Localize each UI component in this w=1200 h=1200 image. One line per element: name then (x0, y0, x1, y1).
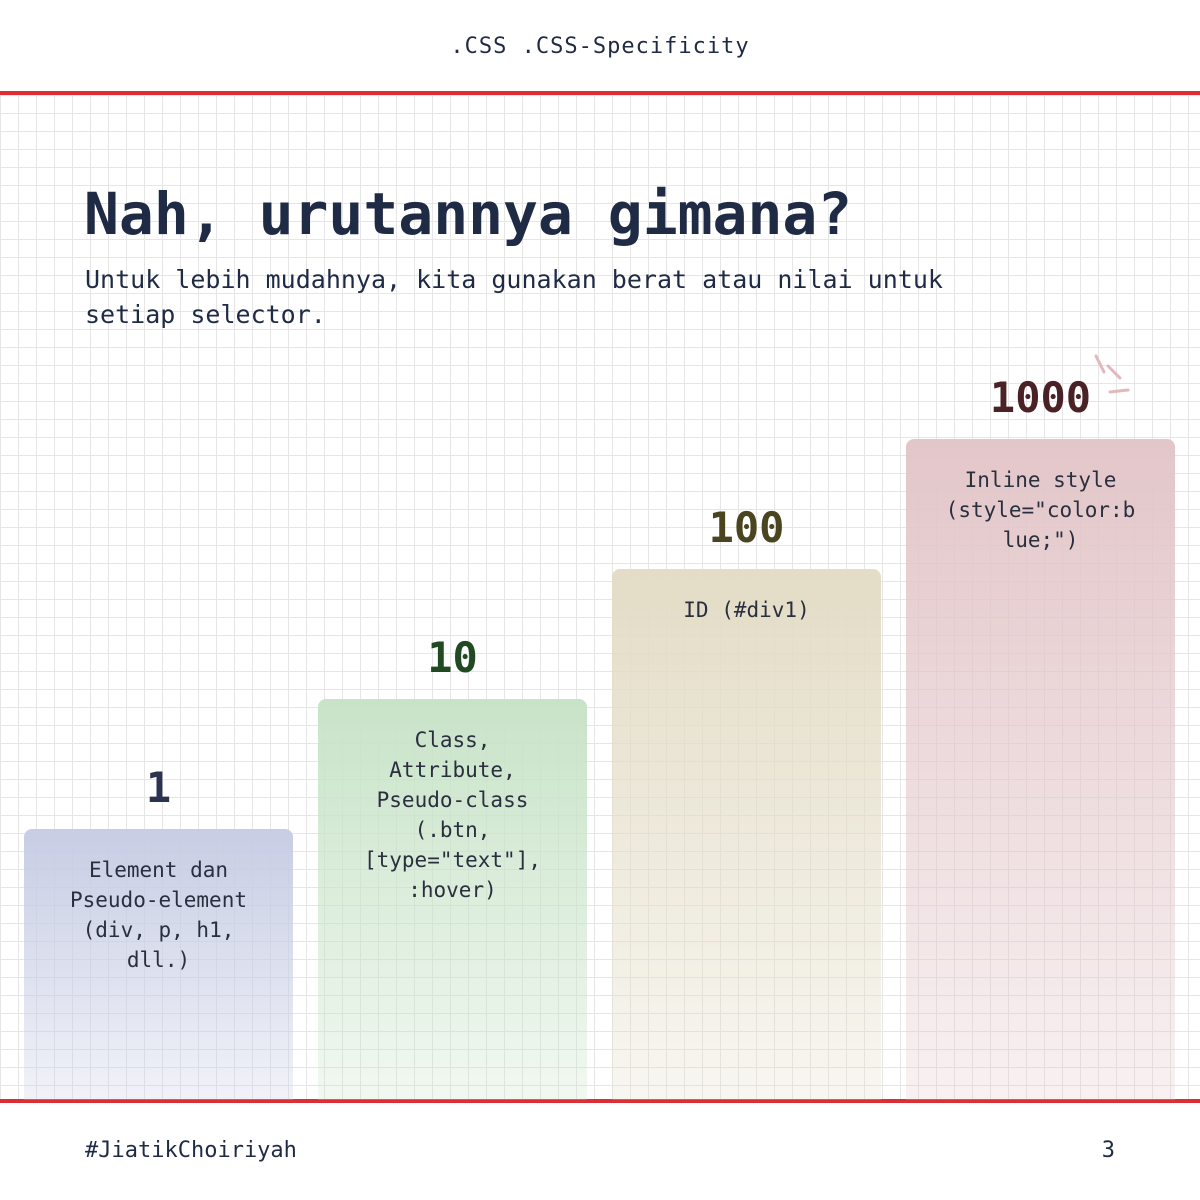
step-label: Element dan Pseudo-element (div, p, h1, … (69, 858, 247, 972)
title: Nah, urutannya gimana? (84, 180, 853, 248)
step-bar: ID (#div1) (612, 569, 881, 1100)
subtitle: Untuk lebih mudahnya, kita gunakan berat… (85, 265, 943, 329)
step-value: 1 (145, 763, 172, 812)
step-value: 100 (708, 503, 785, 552)
step-label: Inline style (style="color:b lue;") (945, 468, 1136, 552)
bottom-rule (0, 1099, 1200, 1103)
step-label: Class, Attribute, Pseudo-class (.btn, [t… (363, 728, 541, 902)
top-rule (0, 91, 1200, 95)
step-bar: Class, Attribute, Pseudo-class (.btn, [t… (318, 699, 587, 1100)
step-bar: Element dan Pseudo-element (div, p, h1, … (24, 829, 293, 1100)
step-value: 10 (427, 633, 478, 682)
step-bar: Inline style (style="color:b lue;") (906, 439, 1175, 1100)
header: .CSS .CSS-Specificity (450, 34, 750, 59)
step-label: ID (#div1) (683, 598, 810, 622)
page-number: 3 (1101, 1138, 1115, 1163)
footer-author: #JiatikChoiriyah (85, 1138, 297, 1163)
step-value: 1000 (989, 373, 1092, 422)
sparkle (1094, 354, 1130, 394)
